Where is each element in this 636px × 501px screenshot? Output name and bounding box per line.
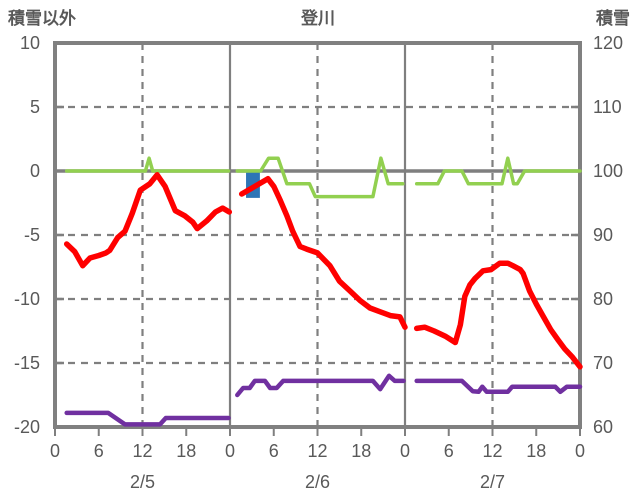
green-line: [235, 156, 405, 199]
left-axis-title: 積雪以外: [8, 9, 76, 28]
right-axis-tick-label: 80: [593, 289, 613, 309]
green-line: [414, 156, 582, 186]
right-axis-tick-label: 60: [593, 417, 613, 437]
left-axis-tick-label: 10: [20, 33, 40, 53]
x-axis-hour-label: 6: [94, 441, 104, 461]
right-axis-tick-label: 100: [593, 161, 623, 181]
x-axis-hour-label: 6: [444, 441, 454, 461]
x-axis-hour-label: 0: [575, 441, 585, 461]
snow-depth-purple: [235, 373, 406, 398]
temperature-red: [238, 175, 408, 330]
x-axis-hour-label: 0: [50, 441, 60, 461]
right-axis-tick-label: 70: [593, 353, 613, 373]
x-axis-hour-label: 0: [225, 441, 235, 461]
x-axis-hour-label: 12: [307, 441, 327, 461]
x-axis-hour-label: 0: [400, 441, 410, 461]
snow-depth-purple: [64, 410, 231, 427]
right-axis-tick-label: 110: [593, 97, 622, 117]
temperature-red: [63, 172, 233, 269]
x-axis-hour-label: 18: [351, 441, 371, 461]
left-axis-tick-label: -5: [24, 225, 40, 245]
plot-frame: [53, 41, 582, 429]
chart-title-row: 積雪以外 登川 積雪: [0, 4, 636, 28]
left-axis-tick-label: -10: [14, 289, 40, 309]
x-axis-hour-label: 12: [482, 441, 502, 461]
x-axis-hour-label: 6: [269, 441, 279, 461]
right-axis-tick-label: 120: [593, 33, 623, 53]
left-axis-tick-label: 0: [30, 161, 40, 181]
x-axis-hour-label: 12: [132, 441, 152, 461]
x-axis-date-label: 2/6: [305, 472, 330, 492]
snow-depth-purple: [414, 378, 583, 395]
right-axis-title: 積雪: [596, 9, 630, 28]
green-line: [64, 156, 231, 173]
x-axis-date-label: 2/7: [480, 472, 505, 492]
temperature-red: [413, 260, 583, 370]
left-axis-tick-label: 5: [30, 97, 40, 117]
left-axis-tick-label: -20: [14, 417, 40, 437]
x-axis-hour-label: 18: [176, 441, 196, 461]
left-axis-tick-label: -15: [14, 353, 40, 373]
x-axis-date-label: 2/5: [130, 472, 155, 492]
x-axis-hour-label: 18: [526, 441, 546, 461]
chart-title: 登川: [301, 9, 335, 28]
right-axis-tick-label: 90: [593, 225, 613, 245]
